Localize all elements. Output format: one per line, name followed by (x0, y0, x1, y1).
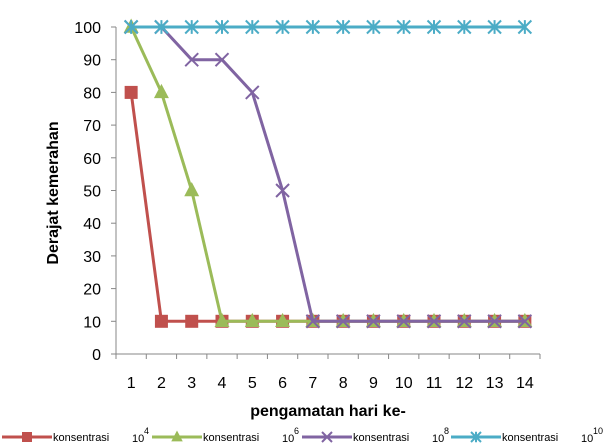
legend-item: konsentrasi 106 (152, 426, 299, 445)
series-square (124, 85, 532, 328)
y-tick-label: 60 (83, 151, 101, 168)
series-layer (123, 18, 533, 329)
y-tick-label: 0 (92, 347, 101, 364)
x-tick-label: 2 (157, 375, 166, 392)
data-point (305, 19, 321, 35)
data-point (426, 19, 442, 35)
data-point (22, 432, 32, 442)
data-point (470, 431, 482, 443)
legend-exponent-base: 10 (132, 433, 144, 445)
data-point (426, 314, 442, 329)
data-point (487, 314, 502, 329)
data-point (275, 312, 291, 328)
data-point (123, 19, 139, 35)
y-tick-label: 40 (83, 216, 101, 233)
x-tick-label: 13 (486, 375, 504, 392)
series-line (129, 92, 525, 323)
data-point (124, 85, 138, 99)
x-tick-label: 8 (339, 375, 348, 392)
data-point (153, 83, 169, 99)
legend-item: konsentrasi 108 (302, 426, 449, 445)
data-point (335, 19, 351, 35)
legend-label: konsentrasi (53, 432, 109, 444)
y-tick-label: 80 (83, 85, 101, 102)
x-tick-label: 5 (248, 375, 257, 392)
data-point (366, 19, 381, 35)
x-tick-label: 1 (127, 375, 136, 392)
legend-exponent-base: 10 (581, 433, 593, 445)
series-line (131, 25, 525, 323)
data-point (275, 183, 290, 198)
legend-exponent: 4 (144, 426, 149, 436)
data-point (244, 312, 260, 328)
x-tick-label: 4 (218, 375, 227, 392)
y-axis-title: Derajat kemerahan (45, 121, 62, 264)
data-point (396, 19, 411, 35)
data-point (487, 19, 502, 35)
x-tick-label: 9 (369, 375, 378, 392)
data-point (321, 431, 333, 443)
data-point (457, 314, 472, 329)
legend-exponent-base: 10 (282, 433, 294, 445)
series-line (129, 26, 525, 323)
y-tick-label: 30 (83, 249, 101, 266)
data-point (275, 19, 290, 35)
data-point (171, 430, 183, 442)
data-point (214, 52, 230, 67)
x-tick-label: 6 (278, 375, 287, 392)
data-point (154, 314, 168, 328)
data-point (517, 19, 533, 35)
legend-label: konsentrasi (502, 432, 558, 444)
legend-exponent: 6 (294, 426, 299, 436)
data-point (366, 314, 381, 329)
y-tick-label: 20 (83, 282, 101, 299)
x-tick-label: 14 (516, 375, 534, 392)
legend-item: konsentrasi 104 (2, 426, 149, 445)
y-tick-label: 100 (74, 20, 101, 37)
legend-label: konsentrasi (203, 432, 259, 444)
series-triangle (123, 18, 533, 328)
legend-label: konsentrasi (353, 432, 409, 444)
data-point (185, 314, 199, 328)
data-point (245, 19, 260, 35)
data-point (184, 182, 200, 197)
data-point (457, 19, 472, 35)
y-tick-label: 90 (83, 53, 101, 70)
y-tick-label: 10 (83, 314, 101, 331)
legend-exponent: 10 (593, 426, 603, 436)
legend-exponent-base: 10 (432, 433, 444, 445)
data-point (335, 314, 351, 329)
data-point (184, 52, 199, 67)
data-point (396, 314, 411, 329)
x-tick-label: 7 (308, 375, 317, 392)
x-axis-title: pengamatan hari ke- (250, 403, 406, 420)
data-point (154, 19, 169, 35)
data-point (214, 19, 230, 35)
data-point (305, 314, 321, 329)
x-tick-label: 12 (455, 375, 473, 392)
x-tick-label: 11 (426, 375, 443, 392)
y-tick-label: 50 (83, 184, 101, 201)
legend-exponent: 8 (444, 426, 449, 436)
x-tick-label: 10 (395, 375, 413, 392)
data-point (517, 314, 533, 329)
data-point (214, 312, 230, 328)
y-tick-label: 70 (83, 118, 101, 135)
series-star (123, 19, 533, 35)
x-tick-label: 3 (187, 375, 196, 392)
data-point (245, 85, 260, 100)
data-point (184, 19, 199, 35)
